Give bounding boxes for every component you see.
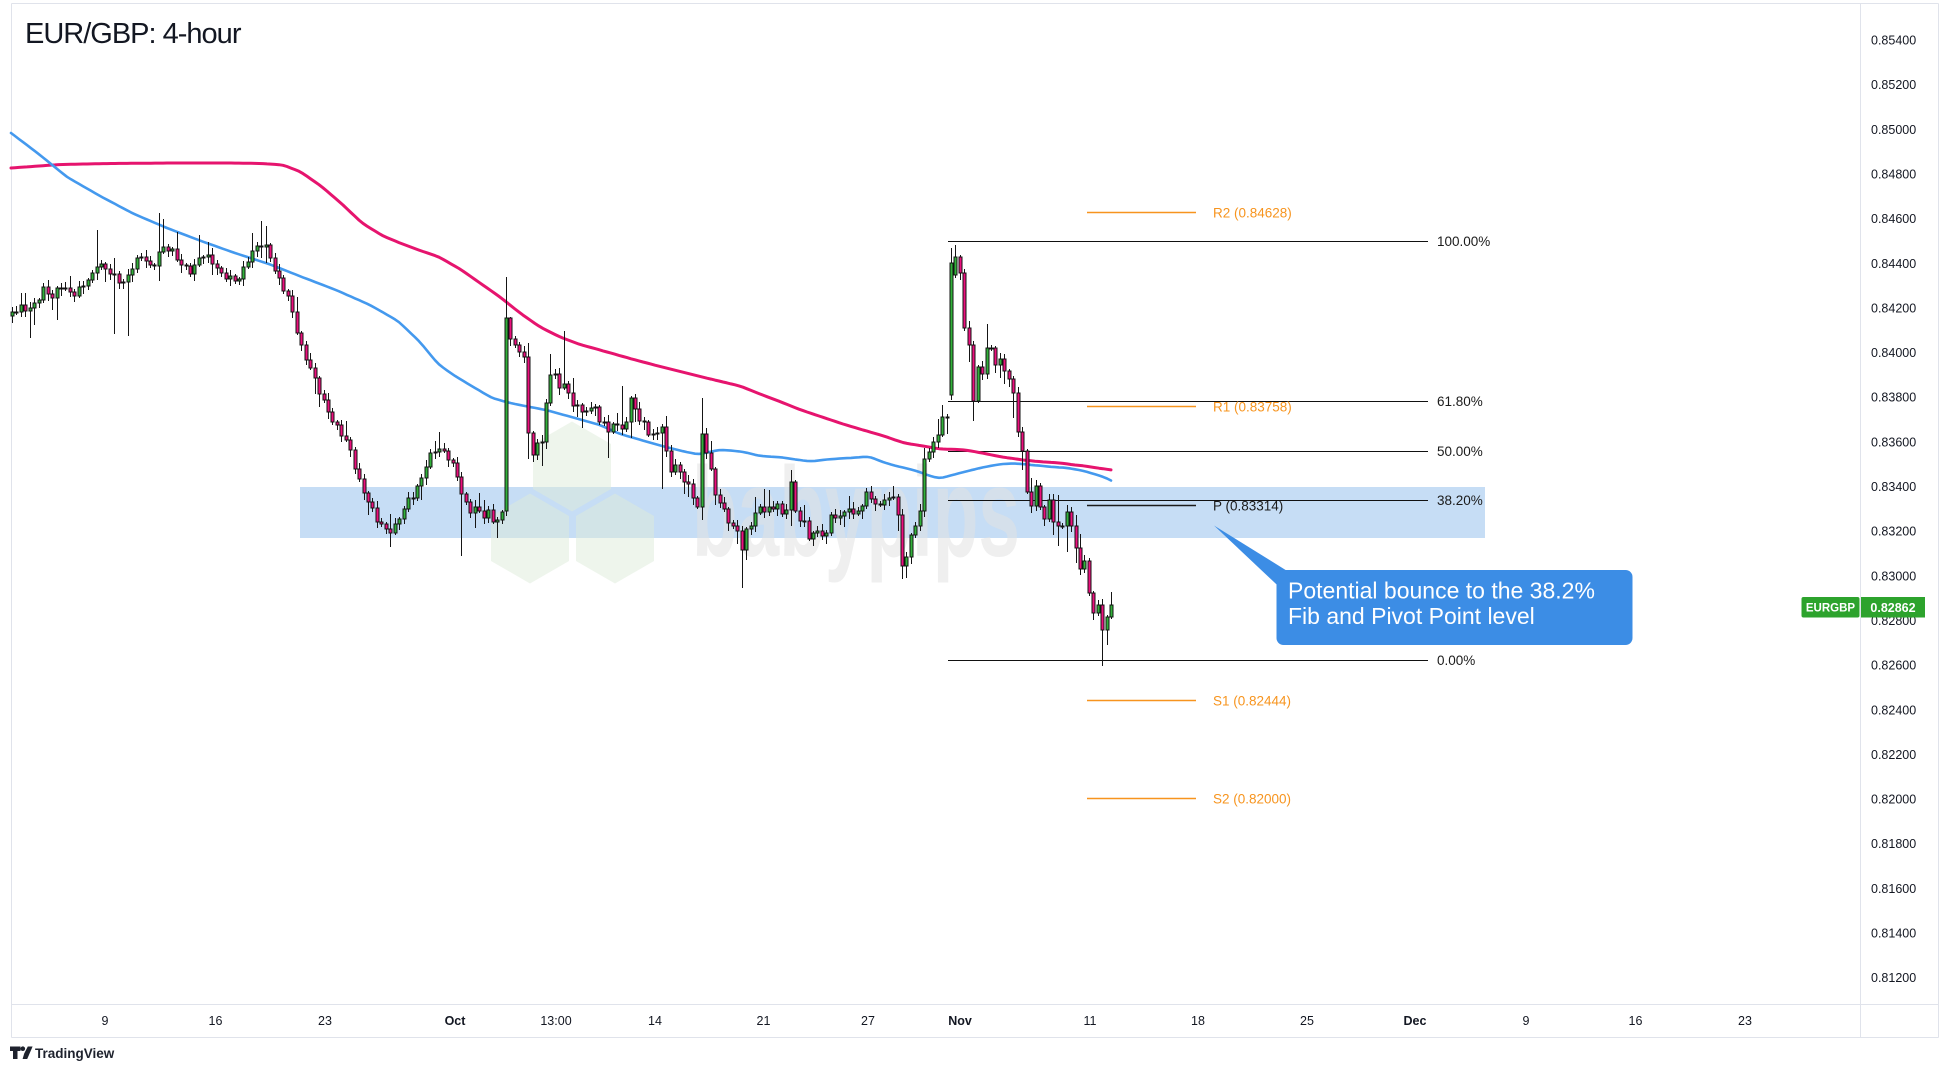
svg-text:Nov: Nov: [948, 1014, 972, 1028]
svg-text:0.85000: 0.85000: [1871, 123, 1916, 137]
svg-text:TradingView: TradingView: [35, 1046, 115, 1061]
svg-text:61.80%: 61.80%: [1437, 394, 1483, 409]
svg-text:0.83600: 0.83600: [1871, 435, 1916, 449]
svg-text:S1 (0.82444): S1 (0.82444): [1213, 693, 1291, 708]
svg-text:100.00%: 100.00%: [1437, 234, 1490, 249]
svg-text:0.85200: 0.85200: [1871, 78, 1916, 92]
svg-text:23: 23: [1738, 1014, 1752, 1028]
svg-text:16: 16: [209, 1014, 223, 1028]
svg-text:14: 14: [648, 1014, 662, 1028]
svg-text:0.82600: 0.82600: [1871, 659, 1916, 673]
svg-text:0.00%: 0.00%: [1437, 653, 1475, 668]
svg-text:0.84000: 0.84000: [1871, 346, 1916, 360]
svg-text:0.82862: 0.82862: [1870, 601, 1915, 615]
svg-text:21: 21: [757, 1014, 771, 1028]
svg-text:Oct: Oct: [445, 1014, 467, 1028]
svg-text:0.83400: 0.83400: [1871, 480, 1916, 494]
svg-text:0.81400: 0.81400: [1871, 927, 1916, 941]
svg-text:11: 11: [1084, 1014, 1097, 1028]
svg-text:9: 9: [1523, 1014, 1530, 1028]
svg-text:0.82200: 0.82200: [1871, 748, 1916, 762]
svg-text:25: 25: [1300, 1014, 1314, 1028]
svg-text:0.84800: 0.84800: [1871, 168, 1916, 182]
svg-text:R1 (0.83758): R1 (0.83758): [1213, 399, 1292, 414]
svg-text:0.84200: 0.84200: [1871, 301, 1916, 315]
svg-text:0.82000: 0.82000: [1871, 793, 1916, 807]
svg-text:0.81600: 0.81600: [1871, 882, 1916, 896]
svg-text:0.83800: 0.83800: [1871, 391, 1916, 405]
svg-text:0.85400: 0.85400: [1871, 34, 1916, 48]
svg-text:babypips: babypips: [692, 441, 1020, 583]
svg-text:27: 27: [861, 1014, 875, 1028]
svg-text:Fib and Pivot Point level: Fib and Pivot Point level: [1288, 603, 1535, 629]
svg-text:Dec: Dec: [1404, 1014, 1427, 1028]
svg-text:0.81800: 0.81800: [1871, 837, 1916, 851]
svg-text:0.82400: 0.82400: [1871, 703, 1916, 717]
svg-text:S2 (0.82000): S2 (0.82000): [1213, 791, 1291, 806]
svg-text:16: 16: [1629, 1014, 1643, 1028]
svg-text:23: 23: [318, 1014, 332, 1028]
svg-text:9: 9: [102, 1014, 109, 1028]
svg-text:EUR/GBP: 4-hour: EUR/GBP: 4-hour: [25, 18, 242, 50]
svg-text:0.83200: 0.83200: [1871, 525, 1916, 539]
svg-text:EURGBP: EURGBP: [1806, 603, 1856, 615]
svg-text:38.20%: 38.20%: [1437, 493, 1483, 508]
svg-text:R2 (0.84628): R2 (0.84628): [1213, 205, 1292, 220]
svg-text:Potential bounce to the 38.2%: Potential bounce to the 38.2%: [1288, 578, 1595, 604]
svg-text:P (0.83314): P (0.83314): [1213, 498, 1283, 513]
svg-text:50.00%: 50.00%: [1437, 444, 1483, 459]
svg-text:0.84400: 0.84400: [1871, 257, 1916, 271]
svg-text:18: 18: [1191, 1014, 1205, 1028]
svg-text:0.83000: 0.83000: [1871, 569, 1916, 583]
svg-text:0.84600: 0.84600: [1871, 212, 1916, 226]
svg-text:0.81200: 0.81200: [1871, 971, 1916, 985]
svg-text:13:00: 13:00: [540, 1014, 571, 1028]
